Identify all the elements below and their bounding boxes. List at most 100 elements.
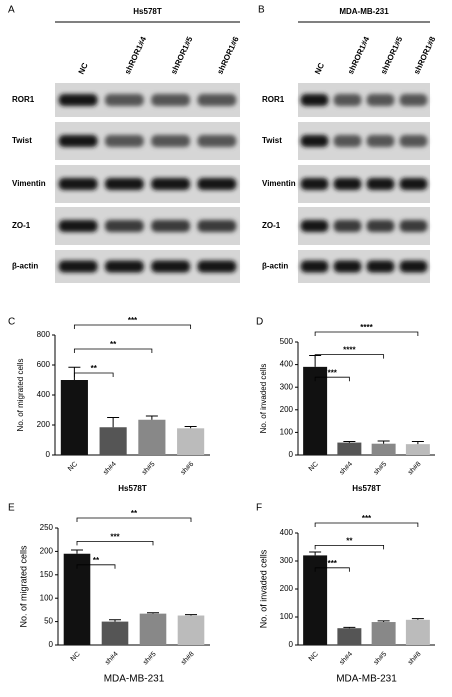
band bbox=[366, 94, 395, 106]
row-label: β-actin bbox=[262, 262, 288, 271]
significance-label: **** bbox=[360, 323, 373, 332]
y-tick-label: 200 bbox=[280, 584, 294, 593]
row-label: Vimentin bbox=[262, 179, 296, 188]
y-tick-label: 0 bbox=[49, 640, 54, 649]
significance-label: *** bbox=[328, 559, 338, 568]
error-bar bbox=[145, 415, 158, 420]
row-label: Twist bbox=[12, 136, 32, 145]
significance-bracket bbox=[314, 545, 385, 550]
band bbox=[151, 135, 191, 147]
significance-label: ** bbox=[93, 556, 100, 565]
band bbox=[197, 135, 237, 147]
panel-letter: F bbox=[256, 503, 262, 514]
bar bbox=[371, 443, 396, 455]
x-tick-label: NC bbox=[308, 651, 320, 663]
y-tick-label: 100 bbox=[280, 612, 294, 621]
significance-label: ** bbox=[91, 364, 98, 373]
significance-bracket bbox=[314, 354, 385, 359]
band bbox=[300, 135, 329, 147]
significance-bracket bbox=[76, 541, 154, 546]
bar bbox=[177, 428, 205, 455]
panel-letter: A bbox=[8, 5, 15, 16]
x-tick-label: sh#8 bbox=[407, 461, 423, 477]
significance-label: *** bbox=[362, 514, 372, 523]
lane-label: shROR1#5 bbox=[169, 35, 194, 76]
y-tick-label: 0 bbox=[289, 640, 294, 649]
bar bbox=[60, 380, 88, 455]
band bbox=[399, 260, 428, 273]
lane-label: shROR1#4 bbox=[346, 35, 371, 76]
y-tick-label: 800 bbox=[37, 330, 51, 339]
y-tick-label: 50 bbox=[44, 617, 53, 626]
band bbox=[333, 135, 362, 147]
y-tick-label: 100 bbox=[280, 428, 294, 437]
y-axis-label: No. of migrated cells bbox=[16, 359, 25, 432]
error-bar bbox=[411, 618, 424, 620]
significance-label: *** bbox=[110, 533, 120, 542]
bar bbox=[405, 619, 430, 645]
x-axis-label: MDA-MB-231 bbox=[336, 674, 397, 685]
band bbox=[58, 220, 98, 232]
error-bar bbox=[147, 612, 159, 614]
y-axis-label: No. of invaded cells bbox=[258, 549, 268, 628]
x-tick-label: NC bbox=[70, 651, 82, 663]
y-tick-label: 600 bbox=[37, 360, 51, 369]
error-bar bbox=[185, 614, 197, 616]
x-tick-label: sh#4 bbox=[104, 651, 120, 667]
y-tick-label: 250 bbox=[40, 523, 54, 532]
band bbox=[399, 220, 428, 232]
error-bar bbox=[377, 620, 390, 623]
band bbox=[300, 220, 329, 232]
error-bar bbox=[71, 549, 83, 554]
row-label: ROR1 bbox=[262, 95, 285, 104]
panel-letter: B bbox=[258, 5, 265, 16]
band bbox=[151, 260, 191, 273]
significance-bracket bbox=[73, 324, 192, 329]
band bbox=[300, 94, 329, 106]
lane-label: NC bbox=[313, 61, 326, 75]
panel-letter: E bbox=[8, 503, 15, 514]
row-label: Vimentin bbox=[12, 179, 46, 188]
band bbox=[366, 260, 395, 273]
error-bar bbox=[184, 426, 197, 429]
significance-bracket bbox=[76, 564, 116, 569]
error-bar bbox=[109, 619, 121, 622]
x-tick-label: sh#4 bbox=[338, 651, 354, 667]
x-tick-label: NC bbox=[308, 461, 320, 473]
blot-title: MDA-MB-231 bbox=[339, 7, 389, 16]
panel-letter: C bbox=[8, 317, 15, 328]
band bbox=[104, 220, 144, 232]
y-tick-label: 200 bbox=[37, 420, 51, 429]
x-axis-label: MDA-MB-231 bbox=[104, 674, 165, 685]
error-bar bbox=[411, 440, 424, 445]
band bbox=[300, 260, 329, 273]
x-tick-label: sh#5 bbox=[142, 651, 158, 667]
band bbox=[151, 220, 191, 232]
band bbox=[197, 220, 237, 232]
x-tick-label: sh#5 bbox=[373, 461, 389, 477]
y-tick-label: 400 bbox=[280, 360, 294, 369]
bar bbox=[405, 444, 430, 455]
bar bbox=[99, 427, 127, 455]
significance-bracket bbox=[314, 331, 419, 336]
band bbox=[197, 94, 237, 106]
bar bbox=[303, 555, 328, 645]
band bbox=[197, 178, 237, 190]
band bbox=[333, 94, 362, 106]
bar bbox=[63, 553, 91, 645]
significance-bracket bbox=[314, 567, 350, 572]
x-axis-label: Hs578T bbox=[118, 484, 147, 493]
error-bar bbox=[377, 440, 390, 444]
x-tick-label: sh#6 bbox=[180, 461, 196, 477]
lane-label: NC bbox=[77, 61, 90, 75]
band bbox=[58, 178, 98, 190]
significance-label: *** bbox=[128, 316, 138, 325]
significance-label: ** bbox=[131, 509, 138, 518]
y-tick-label: 200 bbox=[280, 405, 294, 414]
bar bbox=[337, 442, 362, 455]
x-tick-label: NC bbox=[67, 461, 79, 473]
error-bar bbox=[309, 551, 322, 556]
x-tick-label: sh#5 bbox=[141, 461, 157, 477]
y-tick-label: 300 bbox=[280, 556, 294, 565]
